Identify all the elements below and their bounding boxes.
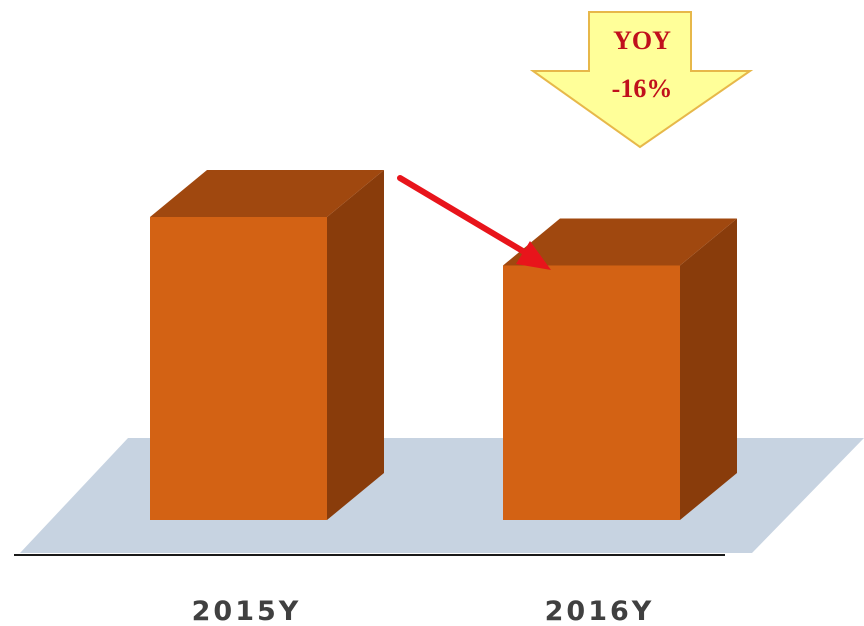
bar-side	[680, 218, 737, 521]
down-arrow-icon	[529, 11, 754, 149]
bar-2016Y	[503, 218, 737, 521]
bars-group	[150, 170, 737, 521]
bar-side	[327, 170, 384, 520]
bar-top	[150, 170, 384, 217]
bar-top	[503, 218, 737, 266]
category-labels: 2015Y 2016Y	[192, 596, 655, 626]
bar-front	[150, 217, 327, 520]
yoy-callout: YOY -16%	[529, 11, 754, 149]
bar-2015Y	[150, 170, 384, 520]
yoy-label: YOY	[613, 26, 671, 55]
bar-front	[503, 265, 680, 520]
chart-floor	[20, 438, 864, 553]
trend-arrow-head	[516, 241, 551, 270]
trend-arrow-shaft	[397, 175, 529, 256]
trend-arrow	[397, 175, 551, 270]
category-label: 2015Y	[192, 596, 302, 626]
yoy-value: -16%	[612, 74, 673, 103]
category-label: 2016Y	[545, 596, 655, 626]
